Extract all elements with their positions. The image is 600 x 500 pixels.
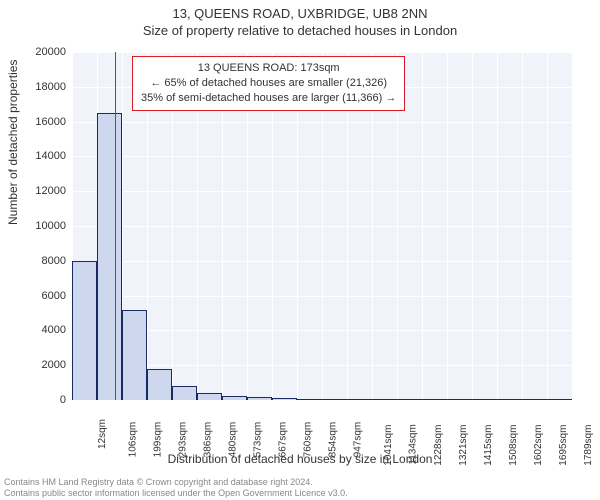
y-tick-label: 18000 — [26, 81, 66, 93]
x-tick-label: 1415sqm — [483, 425, 494, 466]
histogram-bar — [272, 398, 297, 400]
annotation-line: 13 QUEENS ROAD: 173sqm — [141, 61, 396, 76]
x-tick-label: 1508sqm — [508, 425, 519, 466]
footer-attribution: Contains HM Land Registry data © Crown c… — [4, 477, 348, 498]
x-tick-label: 480sqm — [228, 422, 239, 458]
x-tick-label: 12sqm — [97, 419, 108, 449]
x-tick-label: 854sqm — [328, 422, 339, 458]
x-tick-label: 1134sqm — [407, 424, 418, 464]
footer-line: Contains HM Land Registry data © Crown c… — [4, 477, 348, 487]
y-tick-label: 14000 — [26, 150, 66, 162]
x-tick-label: 1695sqm — [558, 425, 569, 466]
y-tick-label: 6000 — [26, 290, 66, 302]
chart-title: 13, QUEENS ROAD, UXBRIDGE, UB8 2NN — [0, 0, 600, 21]
histogram-bar — [297, 399, 322, 400]
y-tick-label: 10000 — [26, 220, 66, 232]
chart-subtitle: Size of property relative to detached ho… — [0, 21, 600, 38]
y-tick-label: 4000 — [26, 324, 66, 336]
histogram-bar — [472, 399, 497, 400]
histogram-bar — [172, 386, 197, 400]
histogram-bar — [122, 310, 147, 400]
y-tick-label: 20000 — [26, 46, 66, 58]
x-tick-label: 293sqm — [178, 422, 189, 458]
histogram-bar — [547, 399, 572, 400]
x-tick-label: 199sqm — [153, 422, 164, 458]
histogram-bar — [372, 399, 397, 400]
histogram-bar — [522, 399, 547, 400]
x-tick-label: 760sqm — [303, 422, 314, 458]
gridline-v — [422, 52, 423, 400]
gridline-v — [497, 52, 498, 400]
footer-line: Contains public sector information licen… — [4, 488, 348, 498]
annotation-line: 35% of semi-detached houses are larger (… — [141, 91, 396, 106]
histogram-bar — [422, 399, 447, 400]
y-tick-label: 2000 — [26, 359, 66, 371]
gridline-v — [547, 52, 548, 400]
annotation-line: ← 65% of detached houses are smaller (21… — [141, 76, 396, 91]
histogram-bar — [97, 113, 122, 400]
gridline-v — [447, 52, 448, 400]
y-tick-label: 0 — [26, 394, 66, 406]
x-tick-label: 1602sqm — [533, 425, 544, 466]
x-tick-label: 1789sqm — [583, 425, 594, 466]
gridline-v — [472, 52, 473, 400]
histogram-bar — [247, 397, 272, 400]
plot-area: 13 QUEENS ROAD: 173sqm ← 65% of detached… — [72, 52, 572, 400]
histogram-bar — [447, 399, 472, 400]
marker-line — [115, 52, 116, 400]
x-tick-label: 1321sqm — [458, 425, 469, 466]
y-tick-label: 16000 — [26, 116, 66, 128]
histogram-bar — [72, 261, 97, 400]
histogram-bar — [222, 396, 247, 400]
histogram-bar — [397, 399, 422, 400]
histogram-bar — [497, 399, 522, 400]
histogram-bar — [197, 393, 222, 400]
x-tick-label: 106sqm — [128, 422, 139, 458]
annotation-box: 13 QUEENS ROAD: 173sqm ← 65% of detached… — [132, 56, 405, 111]
y-axis-label: Number of detached properties — [6, 60, 20, 225]
y-tick-label: 12000 — [26, 185, 66, 197]
y-tick-label: 8000 — [26, 255, 66, 267]
x-tick-label: 667sqm — [278, 422, 289, 458]
x-tick-label: 386sqm — [203, 422, 214, 458]
gridline-v — [522, 52, 523, 400]
gridline-v — [572, 52, 573, 400]
histogram-bar — [147, 369, 172, 400]
x-tick-label: 573sqm — [253, 422, 264, 458]
histogram-bar — [322, 399, 347, 400]
x-tick-label: 947sqm — [353, 422, 364, 458]
x-tick-label: 1041sqm — [383, 425, 394, 466]
x-tick-label: 1228sqm — [433, 425, 444, 466]
histogram-bar — [347, 399, 372, 400]
gridline-h — [72, 400, 572, 401]
